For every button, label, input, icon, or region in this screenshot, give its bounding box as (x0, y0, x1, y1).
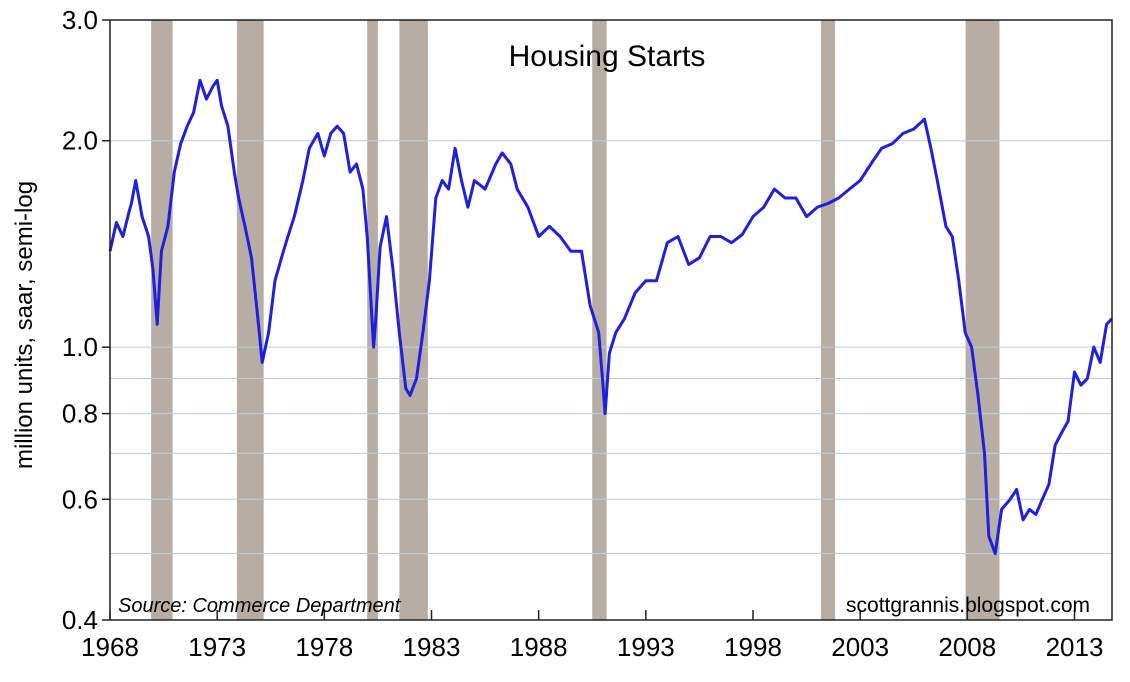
x-tick-label: 1978 (295, 632, 353, 662)
x-axis-ticks: 1968 1973 1978 1983 1988 1993 1998 2003 2008 2013 (81, 610, 1103, 662)
x-tick-label: 1993 (617, 632, 675, 662)
recession-band (236, 20, 264, 620)
y-tick-label: 0.4 (62, 605, 98, 635)
recession-band (592, 20, 607, 620)
housing-starts-line (108, 78, 1114, 556)
recession-bands (151, 20, 1000, 620)
x-tick-label: 1983 (403, 632, 461, 662)
y-axis-label: million units, saar, semi-log (11, 181, 38, 469)
x-tick-label: 1968 (81, 632, 139, 662)
y-tick-label: 0.8 (62, 399, 98, 429)
recession-band (820, 20, 836, 620)
x-tick-label: 1973 (188, 632, 246, 662)
plot-frame (109, 19, 1113, 621)
x-tick-label: 2008 (938, 632, 996, 662)
y-tick-label: 0.6 (62, 484, 98, 514)
x-tick-label: 1988 (510, 632, 568, 662)
y-axis-ticks: 3.0 2.0 1.0 0.8 0.6 0.4 (62, 5, 110, 635)
y-tick-label: 3.0 (62, 5, 98, 35)
plot-background (110, 20, 1112, 620)
series-layer (108, 78, 1114, 556)
x-tick-label: 2003 (831, 632, 889, 662)
x-tick-label: 1998 (724, 632, 782, 662)
chart-title: Housing Starts (509, 40, 706, 73)
recession-band (151, 20, 173, 620)
y-tick-label: 2.0 (62, 126, 98, 156)
y-tick-label: 1.0 (62, 332, 98, 362)
recession-band (965, 20, 1000, 620)
credit-annotation: scottgrannis.blogspot.com (846, 594, 1090, 617)
source-annotation: Source: Commerce Department (118, 595, 402, 617)
x-tick-label: 2013 (1046, 632, 1104, 662)
